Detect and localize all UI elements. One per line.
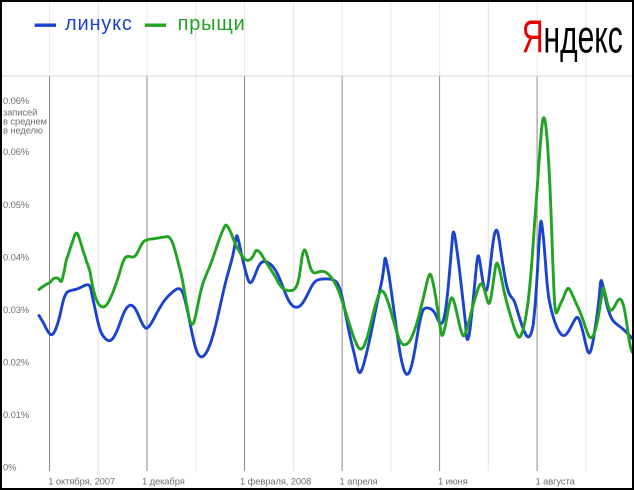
svg-text:Яндекс: Яндекс xyxy=(522,12,623,63)
svg-text:0.06%: 0.06% xyxy=(3,146,29,157)
svg-text:0%: 0% xyxy=(3,462,16,473)
svg-text:в неделю: в неделю xyxy=(3,125,43,136)
svg-text:0.02%: 0.02% xyxy=(3,356,29,367)
svg-text:0.05%: 0.05% xyxy=(3,199,29,210)
svg-text:1 октября, 2007: 1 октября, 2007 xyxy=(48,476,115,487)
svg-text:0.04%: 0.04% xyxy=(3,251,29,262)
svg-text:1 апреля: 1 апреля xyxy=(340,476,378,487)
svg-text:1 июня: 1 июня xyxy=(438,476,468,487)
svg-text:в среднем: в среднем xyxy=(3,116,47,127)
svg-text:1 февраля, 2008: 1 февраля, 2008 xyxy=(240,476,311,487)
svg-text:линукс: линукс xyxy=(65,13,133,35)
svg-text:прыщи: прыщи xyxy=(178,13,246,35)
svg-text:записей: записей xyxy=(3,106,37,117)
svg-text:0.01%: 0.01% xyxy=(3,409,29,420)
svg-text:1 декабря: 1 декабря xyxy=(142,476,185,487)
svg-text:0.06%: 0.06% xyxy=(3,95,29,106)
svg-text:0.03%: 0.03% xyxy=(3,304,29,315)
svg-text:1 августа: 1 августа xyxy=(536,476,576,487)
